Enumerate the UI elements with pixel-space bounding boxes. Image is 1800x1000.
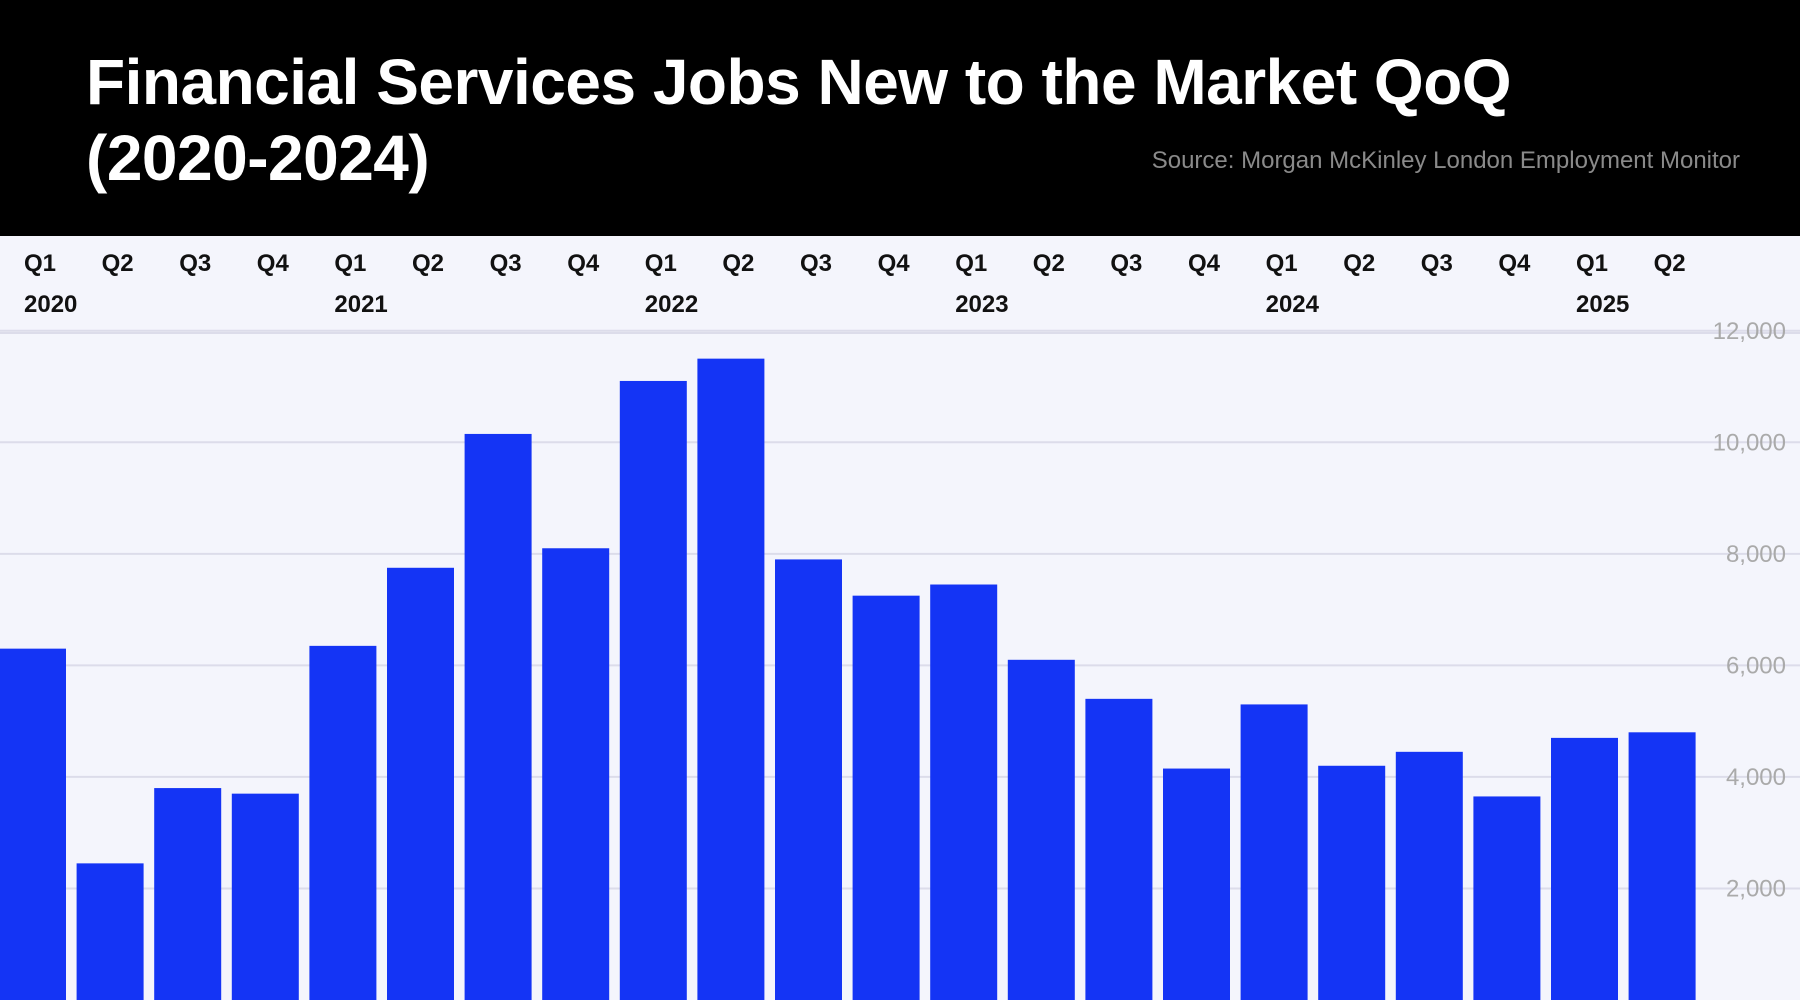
y-tick-label: 10,000 — [1713, 429, 1786, 456]
x-tick-label-quarter: Q3 — [179, 250, 211, 277]
bar — [464, 433, 532, 1000]
bar — [1240, 704, 1308, 1000]
chart-header: Financial Services Jobs New to the Marke… — [0, 0, 1800, 236]
x-tick-label-quarter: Q4 — [567, 250, 600, 277]
bar — [1628, 732, 1696, 1000]
source-note: Source: Morgan McKinley London Employmen… — [1151, 147, 1740, 174]
y-tick-label: 4,000 — [1726, 764, 1786, 791]
x-tick-label-year: 2025 — [1576, 291, 1629, 318]
x-tick-label-quarter: Q3 — [1421, 250, 1453, 277]
bar — [0, 648, 66, 1000]
x-tick-label-quarter: Q1 — [645, 250, 677, 277]
chart-title: Financial Services Jobs New to the Marke… — [86, 46, 1512, 194]
bar — [1085, 698, 1153, 1000]
bar — [1163, 768, 1230, 1000]
x-tick-label-quarter: Q1 — [1266, 250, 1298, 277]
x-tick-label-quarter: Q2 — [722, 250, 754, 277]
x-tick-label-quarter: Q3 — [490, 250, 522, 277]
bar — [154, 788, 222, 1000]
bar-chart: 2,000 4,000 6,000 8,000 10,000 12,000 Q1 2020 Q2… — [0, 250, 1800, 1000]
x-tick-label-quarter: Q1 — [955, 250, 987, 277]
x-tick-label-quarter: Q2 — [102, 250, 134, 277]
x-tick-label-year: 2020 — [24, 291, 77, 318]
bar — [852, 595, 920, 1000]
x-tick-label-quarter: Q2 — [1033, 250, 1065, 277]
x-tick-label-year: 2024 — [1266, 291, 1320, 318]
y-tick-label: 8,000 — [1726, 541, 1786, 568]
bar — [1551, 737, 1618, 1000]
x-tick-label-quarter: Q2 — [1654, 250, 1686, 277]
bar — [76, 863, 144, 1000]
bar — [1007, 659, 1075, 1000]
x-tick-label-quarter: Q4 — [878, 250, 911, 277]
x-tick-label-quarter: Q4 — [1188, 250, 1221, 277]
bar — [1395, 751, 1463, 1000]
x-tick-label-quarter: Q1 — [1576, 250, 1608, 277]
bar — [542, 548, 610, 1000]
bar — [930, 584, 998, 1000]
x-tick-label-year: 2021 — [334, 291, 387, 318]
bar — [1473, 796, 1541, 1000]
bar — [619, 380, 687, 1000]
x-tick-label-year: 2023 — [955, 291, 1008, 318]
bar — [1318, 765, 1386, 1000]
bar — [775, 559, 842, 1000]
x-tick-label-quarter: Q4 — [257, 250, 290, 277]
y-tick-label: 2,000 — [1726, 875, 1786, 902]
bar — [231, 793, 299, 1000]
x-tick-label-year: 2022 — [645, 291, 698, 318]
y-tick-label: 6,000 — [1726, 652, 1786, 679]
x-tick-label-quarter: Q3 — [800, 250, 832, 277]
x-tick-label-quarter: Q2 — [412, 250, 444, 277]
bar — [309, 645, 377, 1000]
x-tick-label-quarter: Q1 — [334, 250, 366, 277]
x-tick-label-quarter: Q2 — [1343, 250, 1375, 277]
bar — [387, 567, 454, 1000]
x-tick-label-quarter: Q3 — [1110, 250, 1142, 277]
bar — [697, 358, 765, 1000]
x-tick-label-quarter: Q4 — [1498, 250, 1531, 277]
y-tick-label: 12,000 — [1713, 318, 1786, 345]
x-tick-label-quarter: Q1 — [24, 250, 56, 277]
